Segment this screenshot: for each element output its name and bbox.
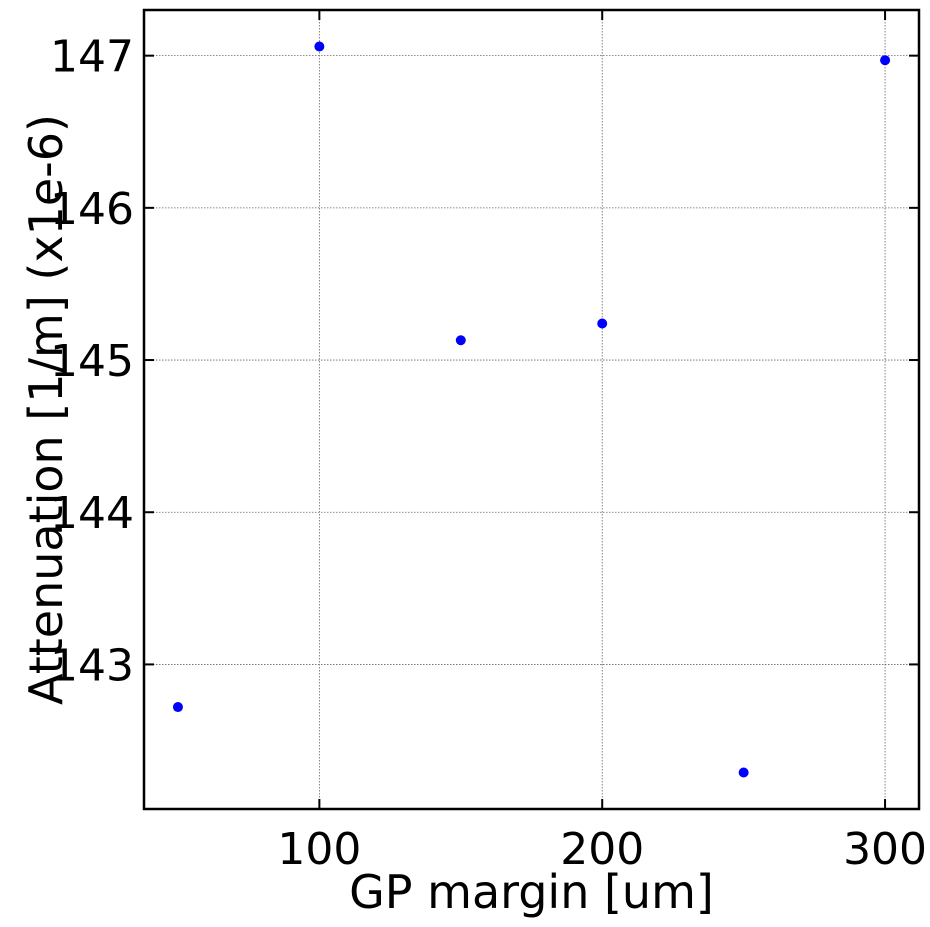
grid: [144, 10, 919, 809]
data-point: [880, 55, 891, 66]
y-tick-label: 143: [50, 640, 134, 691]
data-points: [172, 41, 891, 778]
y-axis-title: Attenuation [1/m] (x1e-6): [19, 114, 73, 705]
y-tick-label: 146: [50, 184, 134, 235]
data-point: [455, 335, 466, 346]
data-point: [314, 41, 325, 52]
x-tick-labels: 100 200 300: [277, 824, 927, 875]
data-point: [597, 318, 608, 329]
y-tick-label: 144: [50, 488, 134, 539]
tick-marks: [144, 10, 919, 809]
data-point: [172, 702, 183, 713]
data-point: [738, 767, 749, 778]
x-tick-label: 300: [843, 824, 927, 875]
x-axis-title: GP margin [um]: [349, 865, 714, 919]
y-tick-label: 147: [50, 32, 134, 83]
y-tick-label: 145: [50, 336, 134, 387]
x-tick-label: 200: [560, 824, 644, 875]
y-tick-labels: 143 144 145 146 147: [50, 32, 134, 692]
plot-frame: [142, 8, 921, 811]
x-tick-label: 100: [277, 824, 361, 875]
